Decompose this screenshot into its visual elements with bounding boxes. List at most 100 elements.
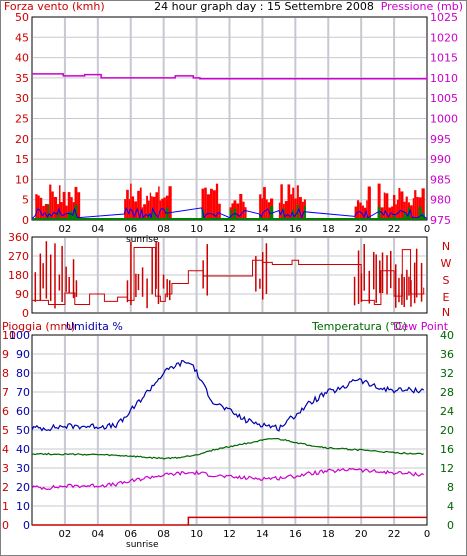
wind-bar bbox=[414, 190, 417, 220]
rain-tick-label: 9 bbox=[2, 348, 9, 361]
wind-bar bbox=[261, 198, 264, 220]
pressure-tick-label: 990 bbox=[430, 153, 451, 166]
wind-bar bbox=[396, 199, 399, 220]
wind-bar bbox=[215, 183, 219, 220]
wind-bar bbox=[163, 197, 166, 220]
wind-bar bbox=[49, 184, 52, 220]
rain-tick-label: 1 bbox=[2, 500, 9, 513]
direction-tick-label: 360 bbox=[8, 231, 29, 244]
wind-bar bbox=[383, 192, 386, 220]
x-tick-label: 12 bbox=[223, 529, 236, 540]
wind-bar bbox=[412, 198, 415, 220]
x-tick-label: 10 bbox=[190, 224, 203, 235]
temperature-tick-label: 20 bbox=[440, 424, 454, 437]
temperature-tick-label: 0 bbox=[447, 519, 454, 532]
wind-bar bbox=[39, 197, 43, 220]
wind-bar bbox=[70, 197, 73, 220]
direction-label-3: S bbox=[443, 274, 450, 287]
wind-axis-label: Forza vento (kmh) bbox=[4, 0, 105, 13]
x-tick-label: 14 bbox=[256, 224, 269, 235]
pressure-tick-label: 975 bbox=[430, 214, 451, 227]
wind-bar bbox=[67, 192, 71, 220]
wind-bar bbox=[218, 203, 221, 220]
wind-bar bbox=[292, 187, 295, 220]
wind-bar bbox=[385, 193, 389, 220]
wind-bar bbox=[301, 201, 304, 220]
x-tick-label: 20 bbox=[355, 224, 368, 235]
wind-bar bbox=[367, 186, 371, 220]
wind-tick-label: 30 bbox=[15, 92, 29, 105]
direction-label-1: N bbox=[442, 240, 450, 253]
pressure-axis-label: Pressione (mb) bbox=[381, 0, 463, 13]
temperature-tick-label: 40 bbox=[440, 329, 454, 342]
humidity-tick-label: 20 bbox=[16, 481, 30, 494]
humidity-axis-label: Umidita % bbox=[66, 320, 123, 333]
temperature-line bbox=[32, 437, 424, 460]
humidity-tick-label: 70 bbox=[16, 386, 30, 399]
gust-bar bbox=[403, 212, 406, 220]
wind-tick-label: 40 bbox=[15, 52, 29, 65]
x-tick-label: 02 bbox=[59, 224, 72, 235]
wind-tick-label: 35 bbox=[15, 72, 29, 85]
wind-bar bbox=[53, 196, 58, 220]
wind-bar bbox=[149, 192, 152, 220]
rain-axis-label: Pioggia (mm) bbox=[2, 320, 75, 333]
x-tick-label: 06 bbox=[124, 529, 137, 540]
wind-bar bbox=[74, 186, 78, 220]
wind-bar bbox=[152, 196, 156, 220]
gust-bar bbox=[70, 210, 73, 220]
humidity-line bbox=[31, 359, 425, 432]
wind-tick-label: 5 bbox=[22, 194, 29, 207]
direction-tick-label: 180 bbox=[8, 269, 29, 282]
pressure-tick-label: 1020 bbox=[430, 31, 458, 44]
wind-bar bbox=[62, 191, 66, 220]
gust-bar bbox=[47, 204, 50, 220]
direction-tick-label: 270 bbox=[8, 250, 29, 263]
x-tick-label: 22 bbox=[388, 529, 401, 540]
temperature-tick-label: 24 bbox=[440, 405, 454, 418]
wind-bar bbox=[395, 204, 397, 220]
wind-bar bbox=[388, 207, 392, 220]
wind-bar bbox=[239, 193, 243, 220]
wind-bar bbox=[147, 200, 150, 220]
humidity-tick-label: 40 bbox=[16, 443, 30, 456]
humidity-tick-label: 0 bbox=[23, 519, 30, 532]
gust-bar bbox=[393, 214, 396, 220]
temperature-tick-label: 8 bbox=[447, 481, 454, 494]
wind-bar bbox=[65, 205, 68, 220]
wind-bar bbox=[403, 201, 406, 220]
humidity-tick-label: 100 bbox=[9, 329, 30, 342]
wind-bar bbox=[201, 188, 205, 220]
rain-tick-label: 3 bbox=[2, 462, 9, 475]
wind-bar bbox=[393, 194, 396, 220]
pressure-tick-label: 995 bbox=[430, 133, 451, 146]
wind-bar bbox=[416, 197, 419, 220]
wind-bar bbox=[51, 191, 54, 220]
wind-bar bbox=[161, 198, 164, 220]
temperature-tick-label: 28 bbox=[440, 386, 454, 399]
wind-bar bbox=[361, 205, 364, 220]
wind-tick-label: 20 bbox=[15, 133, 29, 146]
x-tick-label: 14 bbox=[256, 529, 269, 540]
wind-bar bbox=[42, 205, 45, 220]
x-tick-label: 02 bbox=[59, 529, 72, 540]
rain-tick-label: 4 bbox=[2, 443, 9, 456]
gust-bar bbox=[405, 214, 408, 220]
wind-bar bbox=[126, 189, 129, 220]
pressure-tick-label: 1015 bbox=[430, 52, 458, 65]
wind-bar bbox=[146, 195, 148, 220]
wind-bar bbox=[37, 195, 40, 220]
wind-bar bbox=[131, 196, 135, 220]
x-tick-label: 0 bbox=[424, 529, 430, 540]
gust-bar bbox=[152, 211, 156, 220]
wind-bar bbox=[44, 203, 48, 220]
wind-bar bbox=[77, 192, 81, 220]
x-tick-label: 04 bbox=[91, 224, 104, 235]
wind-bar bbox=[287, 184, 291, 220]
temperature-tick-label: 36 bbox=[440, 348, 454, 361]
x-tick-label: 06 bbox=[124, 224, 137, 235]
wind-bar bbox=[151, 196, 153, 220]
wind-tick-label: 0 bbox=[22, 214, 29, 227]
gust-bar bbox=[303, 206, 306, 220]
wind-bar bbox=[294, 198, 297, 220]
